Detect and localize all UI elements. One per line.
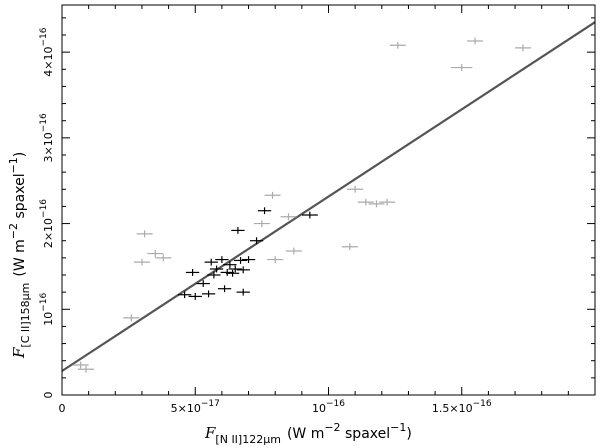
data-point bbox=[77, 365, 94, 373]
x-tick-label: 10−16 bbox=[312, 399, 345, 415]
data-point bbox=[204, 258, 218, 266]
x-tick-label: 0 bbox=[59, 402, 66, 415]
tick-exponent: −16 bbox=[39, 293, 49, 312]
data-point bbox=[236, 266, 250, 274]
data-point bbox=[223, 261, 237, 269]
y-axis-units-a: (W m bbox=[12, 239, 28, 276]
tick-exponent: −16 bbox=[39, 199, 49, 218]
y-axis-title: F[C II]158μm (W m−2 spaxel−1) bbox=[7, 152, 32, 359]
tick-mantissa: 10 bbox=[42, 312, 55, 326]
x-tick-label: 1.5×10−16 bbox=[432, 399, 492, 415]
y-tick-label: 2×10−16 bbox=[39, 199, 55, 248]
ticks-layer bbox=[61, 5, 596, 396]
data-point bbox=[451, 64, 473, 71]
data-point bbox=[207, 271, 221, 279]
data-point bbox=[357, 198, 374, 206]
y-tick-label: 3×10−16 bbox=[39, 113, 55, 162]
data-point bbox=[133, 258, 150, 266]
x-tick-label: 5×10−17 bbox=[171, 399, 220, 415]
data-point bbox=[155, 254, 172, 262]
y-axis-symbol: F bbox=[10, 347, 28, 359]
tick-mantissa: 5×10 bbox=[171, 402, 201, 415]
y-tick-label: 10−16 bbox=[39, 293, 55, 326]
tick-exponent: −16 bbox=[326, 399, 345, 409]
data-point bbox=[217, 285, 232, 293]
data-point bbox=[209, 265, 224, 273]
x-axis-title: F[N II]122μm (W m−2 spaxel−1) bbox=[204, 421, 412, 446]
y-axis-units-exp1: −2 bbox=[7, 223, 20, 239]
data-point bbox=[341, 243, 358, 251]
data-point bbox=[249, 237, 264, 245]
tick-exponent: −16 bbox=[473, 399, 492, 409]
fit-line bbox=[61, 21, 596, 372]
data-point bbox=[379, 198, 396, 206]
tick-mantissa: 3×10 bbox=[42, 132, 55, 162]
data-point bbox=[201, 290, 216, 298]
y-tick-label: 0 bbox=[42, 392, 55, 399]
data-point bbox=[72, 361, 89, 369]
tick-mantissa: 1.5×10 bbox=[432, 402, 473, 415]
data-point bbox=[264, 191, 281, 199]
y-axis-units-b: spaxel bbox=[12, 173, 28, 223]
tick-mantissa: 2×10 bbox=[42, 218, 55, 248]
data-point bbox=[301, 211, 318, 219]
data-point bbox=[123, 314, 140, 322]
data-point bbox=[257, 207, 272, 215]
x-axis-units-exp1: −2 bbox=[324, 421, 340, 434]
data-point bbox=[515, 44, 532, 52]
points-layer bbox=[72, 37, 532, 373]
data-point bbox=[177, 291, 192, 299]
plot-frame bbox=[61, 4, 596, 396]
data-point bbox=[233, 257, 248, 264]
x-axis-units-a: (W m bbox=[287, 426, 324, 442]
data-point bbox=[228, 265, 242, 273]
tick-mantissa: 10 bbox=[312, 402, 326, 415]
y-axis-units-c: ) bbox=[12, 152, 28, 157]
data-point bbox=[185, 269, 200, 276]
y-tick-label: 4×10−16 bbox=[39, 27, 55, 76]
y-axis-subscript: [C II]158μm bbox=[19, 283, 32, 348]
data-point bbox=[368, 200, 385, 208]
data-point bbox=[280, 213, 297, 221]
data-point bbox=[347, 185, 364, 193]
tick-mantissa: 0 bbox=[59, 402, 66, 415]
data-point bbox=[147, 250, 164, 257]
x-axis-units-b: spaxel bbox=[341, 426, 391, 442]
data-point bbox=[196, 280, 210, 287]
data-point bbox=[188, 293, 202, 300]
x-axis-subscript: [N II]122μm bbox=[215, 433, 281, 446]
tick-exponent: −17 bbox=[201, 399, 220, 409]
x-axis-units-exp2: −1 bbox=[390, 421, 406, 434]
y-axis-units-exp2: −1 bbox=[7, 157, 20, 173]
data-point bbox=[236, 288, 250, 296]
tick-exponent: −16 bbox=[39, 113, 49, 132]
data-point bbox=[285, 247, 302, 255]
tick-exponent: −16 bbox=[39, 27, 49, 46]
data-point bbox=[231, 227, 245, 234]
tick-mantissa: 0 bbox=[42, 392, 55, 399]
tick-mantissa: 4×10 bbox=[42, 47, 55, 77]
data-point bbox=[389, 41, 406, 49]
data-point bbox=[225, 269, 240, 277]
data-point bbox=[215, 256, 229, 263]
data-point bbox=[267, 256, 284, 263]
x-axis-symbol: F bbox=[204, 424, 216, 442]
data-point bbox=[241, 256, 256, 263]
data-point bbox=[467, 37, 484, 45]
data-point bbox=[220, 269, 234, 276]
data-point bbox=[136, 230, 153, 238]
x-axis-units-c: ) bbox=[406, 426, 411, 442]
data-point bbox=[253, 220, 270, 227]
labels-layer: 0 5×10−17 10−16 1.5×10−16010−162×10−163×10−… bbox=[39, 27, 492, 415]
fit-layer bbox=[61, 21, 596, 372]
